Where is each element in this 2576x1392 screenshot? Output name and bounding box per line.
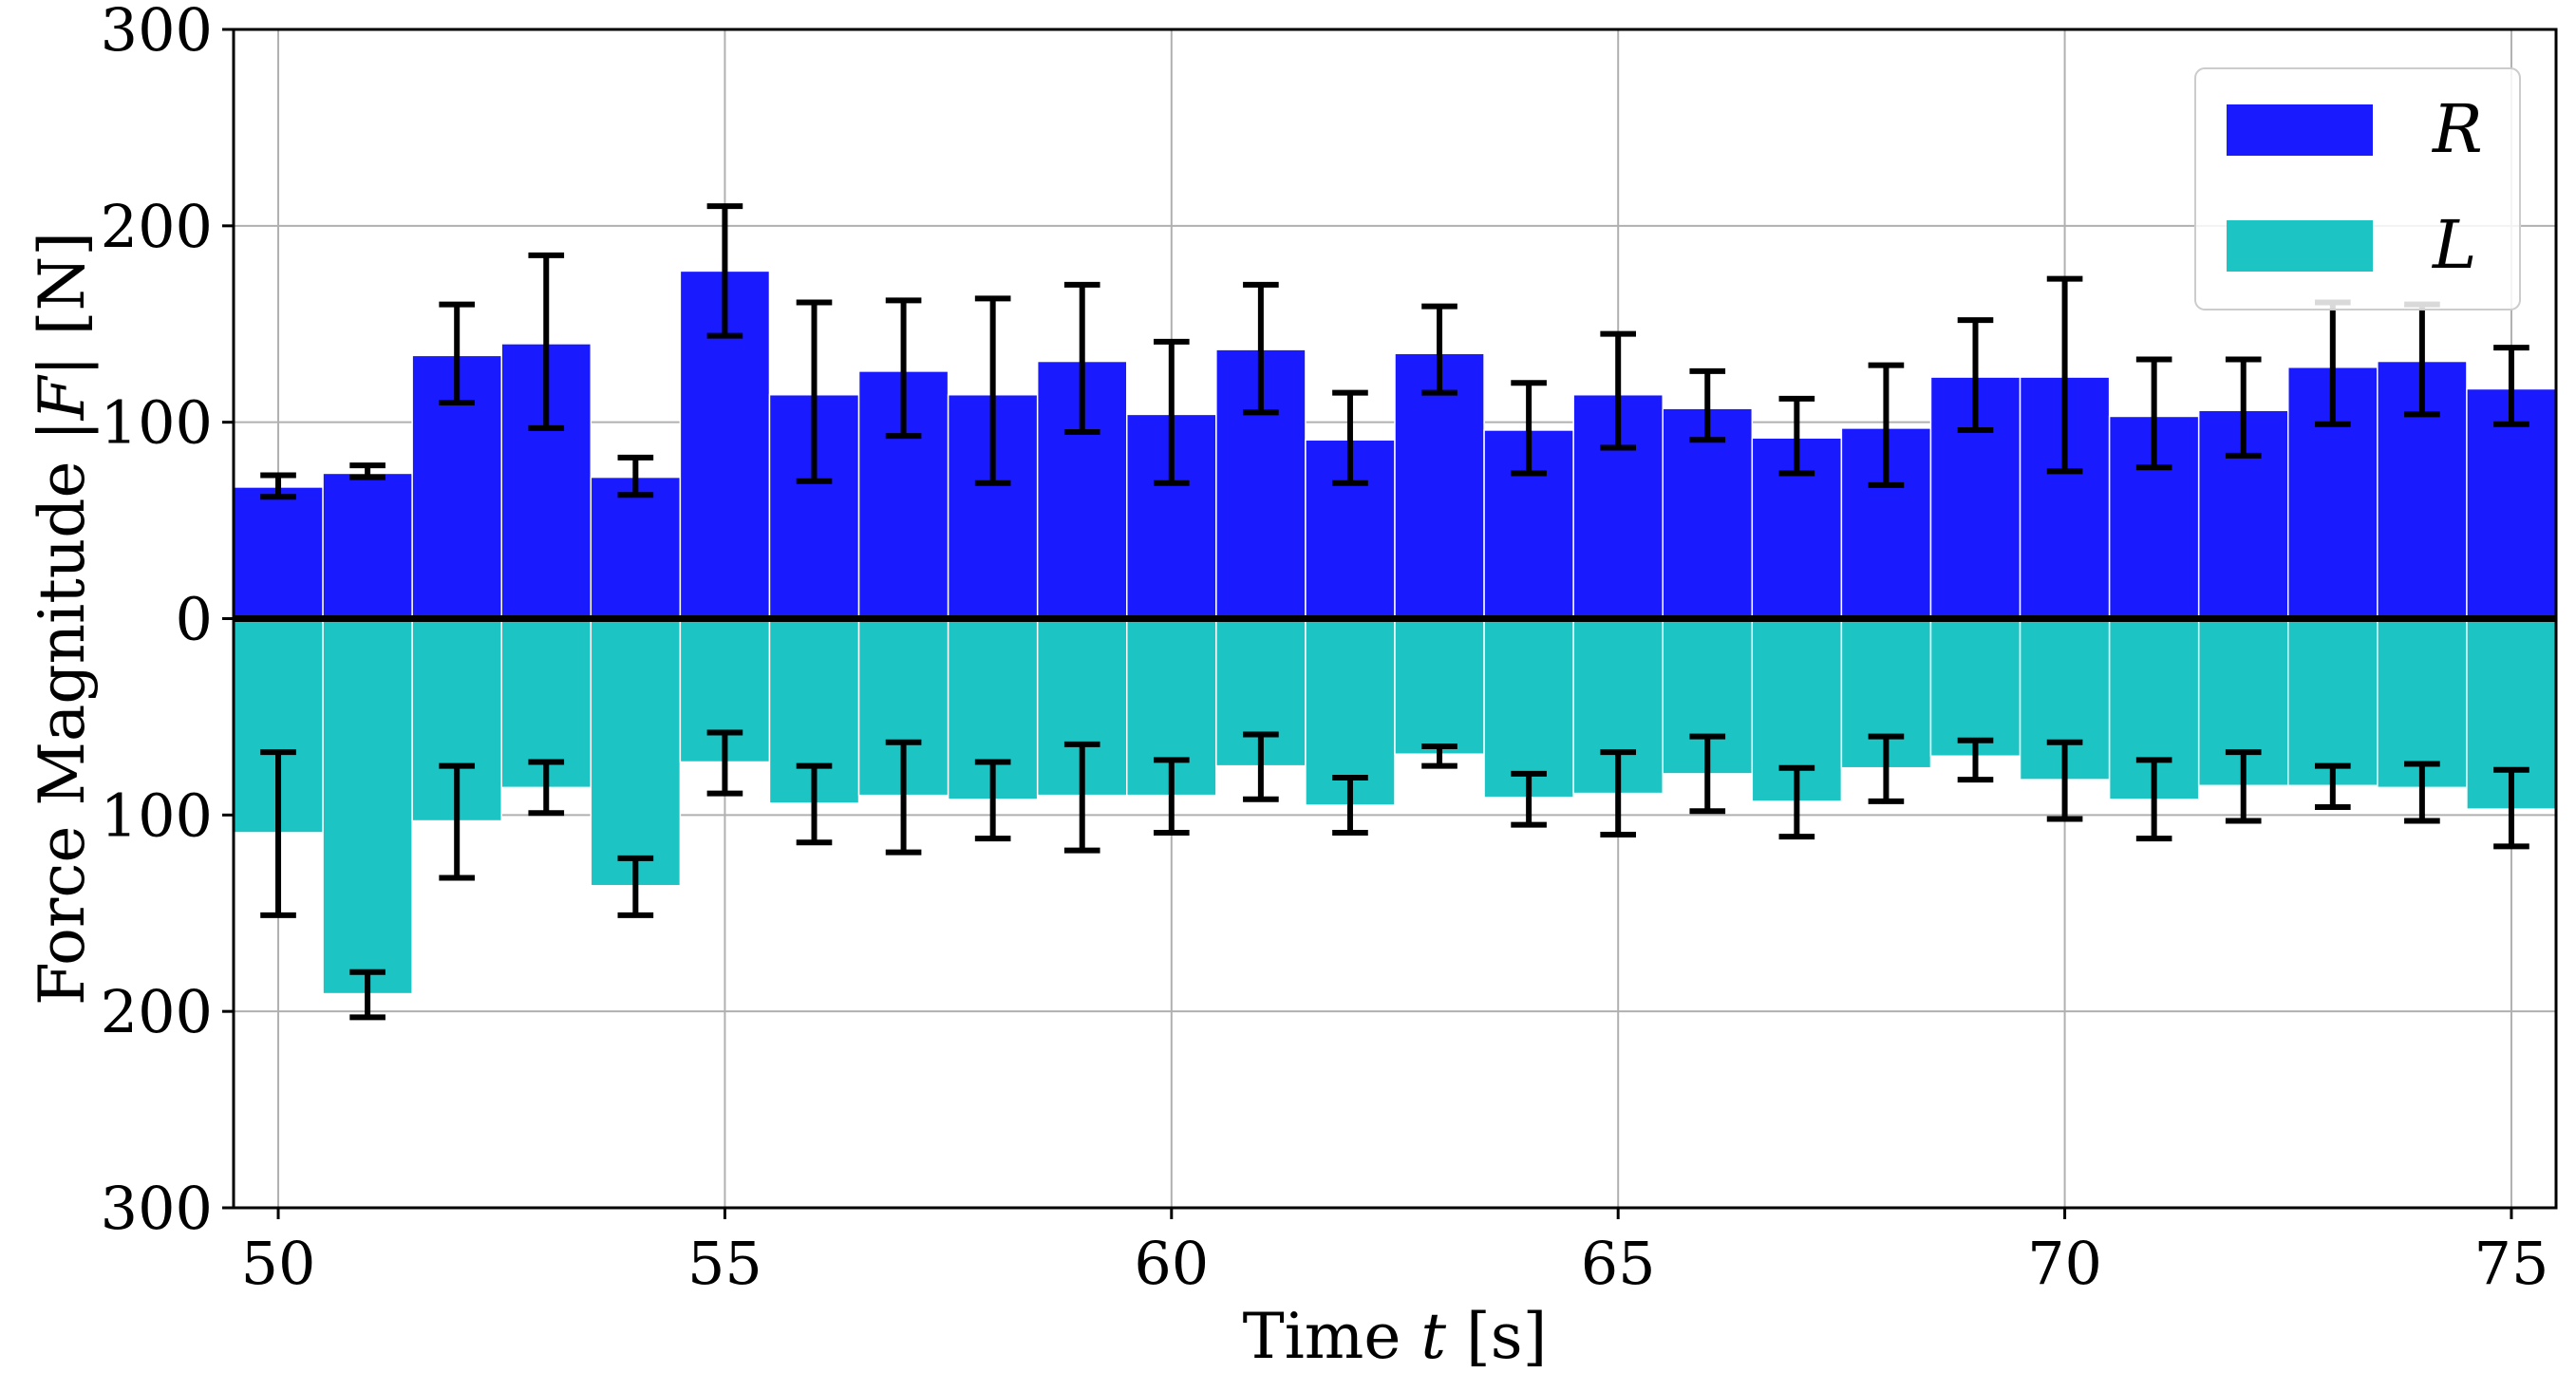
y-tick-label: 100 <box>101 388 213 458</box>
x-axis-label: Time t [s] <box>1243 1300 1548 1373</box>
error-bar-l <box>1332 775 1368 836</box>
error-bar-r <box>885 297 922 440</box>
y-tick-label: 200 <box>101 977 213 1046</box>
error-bar-l <box>2046 739 2083 822</box>
y-tick-label: 300 <box>101 1174 213 1243</box>
bar-l <box>1305 617 1396 806</box>
y-tick-label: 100 <box>101 781 213 850</box>
bar-l <box>2287 617 2379 787</box>
error-bar-l <box>617 855 654 918</box>
error-bar-l <box>2493 766 2529 850</box>
error-bar-l <box>2314 762 2351 811</box>
error-bar-l <box>1511 770 1547 828</box>
error-bar-l <box>885 739 922 856</box>
error-bar-r <box>1689 367 1726 443</box>
x-tick-label: 70 <box>2027 1229 2102 1298</box>
error-bar-r <box>1063 281 1100 436</box>
y-axis-label: Force Magnitude |F| [N] <box>26 232 99 1006</box>
y-axis-label-suffix: | [N] <box>26 232 99 376</box>
y-axis-label-var: F <box>26 374 99 421</box>
legend: R L <box>2194 67 2521 310</box>
error-bar-l <box>1689 733 1726 815</box>
x-tick-label: 60 <box>1134 1229 1209 1298</box>
error-bar-l <box>528 759 565 817</box>
x-axis-label-prefix: Time <box>1243 1300 1421 1373</box>
error-bar-r <box>706 203 743 339</box>
bar-l <box>1929 617 2021 758</box>
error-bar-r <box>439 301 476 405</box>
error-bar-l <box>706 729 743 797</box>
bar-r <box>233 486 324 620</box>
bar-l <box>2377 617 2468 789</box>
error-bar-l <box>260 749 296 918</box>
error-bar-l <box>2225 749 2262 824</box>
error-bar-l <box>1600 749 1637 838</box>
error-bar-r <box>1332 389 1368 486</box>
error-bar-r <box>1600 330 1637 451</box>
y-tick-label: 0 <box>176 585 213 654</box>
x-axis-label-suffix: [s] <box>1446 1300 1547 1373</box>
bar-l <box>590 617 682 887</box>
bar-r <box>322 472 413 620</box>
tick-labels: 50 55 60 65 70 75 300 200 100 0 100 200 300 <box>101 0 2549 1298</box>
error-bar-r <box>1421 303 1457 396</box>
error-bar-r <box>2135 356 2172 471</box>
legend-swatch-r <box>2227 104 2373 156</box>
error-bar-r <box>2225 356 2262 459</box>
error-bar-r <box>974 295 1011 486</box>
error-bar-l <box>1778 764 1815 840</box>
y-tick-label: 200 <box>101 192 213 261</box>
x-tick-label: 65 <box>1581 1229 1656 1298</box>
x-tick-label: 75 <box>2474 1229 2549 1298</box>
error-bar-l <box>2135 757 2172 842</box>
error-bar-r <box>528 252 565 431</box>
bar-r <box>1662 407 1754 620</box>
x-tick-label: 50 <box>241 1229 316 1298</box>
bar-l <box>322 617 413 995</box>
error-bars <box>260 203 2529 1021</box>
error-bar-r <box>1868 362 1905 488</box>
legend-label-l: L <box>2431 206 2476 284</box>
error-bar-l <box>439 762 476 881</box>
bar-l <box>1483 617 1574 799</box>
error-bar-r <box>349 462 385 480</box>
legend-swatch-l <box>2227 220 2373 272</box>
error-bar-l <box>1868 733 1905 804</box>
bar-r <box>590 476 682 620</box>
error-bar-r <box>1957 317 1994 433</box>
error-bar-l <box>1243 731 1279 802</box>
bar-l <box>1394 617 1485 755</box>
error-bar-r <box>2046 275 2083 475</box>
error-bar-r <box>1243 281 1279 416</box>
error-bar-l <box>2404 761 2440 824</box>
error-bar-r <box>796 299 833 484</box>
x-axis-label-var: t <box>1420 1300 1446 1373</box>
error-bar-l <box>974 759 1011 842</box>
error-bar-l <box>1421 743 1457 769</box>
error-bar-r <box>1778 395 1815 477</box>
error-bar-l <box>349 969 385 1021</box>
error-bar-l <box>796 762 833 846</box>
error-bar-r <box>1511 380 1547 477</box>
error-bar-l <box>1153 757 1190 836</box>
error-bar-l <box>1957 737 1994 783</box>
error-bar-r <box>2493 345 2529 427</box>
error-bar-r <box>260 472 296 500</box>
y-tick-label: 300 <box>101 0 213 65</box>
error-bar-r <box>1153 338 1190 486</box>
error-bar-l <box>1063 741 1100 854</box>
legend-label-r: R <box>2431 90 2483 168</box>
error-bar-r <box>617 454 654 498</box>
x-tick-label: 55 <box>687 1229 762 1298</box>
y-axis-label-prefix: Force Magnitude | <box>26 420 99 1006</box>
bars <box>233 270 2557 995</box>
